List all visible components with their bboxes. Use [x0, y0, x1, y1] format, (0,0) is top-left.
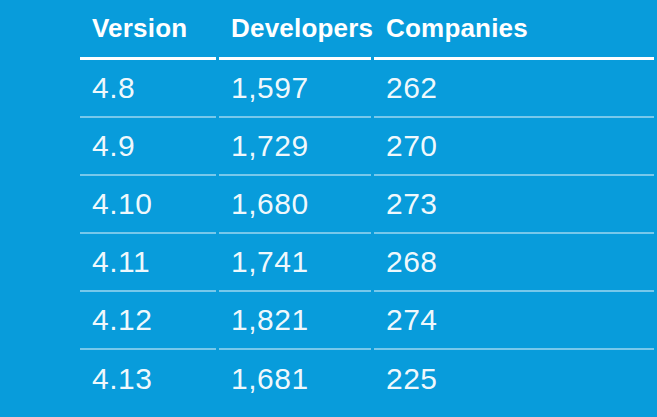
header-row: Version Developers Companies [80, 0, 654, 60]
cell-version: 4.8 [80, 60, 216, 118]
cell-developers: 1,729 [219, 118, 371, 176]
cell-companies: 273 [374, 176, 654, 234]
cell-companies: 262 [374, 60, 654, 118]
cell-companies: 268 [374, 234, 654, 292]
cell-version: 4.13 [80, 350, 216, 408]
table-row: 4.9 1,729 270 [80, 118, 654, 176]
cell-version: 4.12 [80, 292, 216, 350]
slide-background: { "colors": { "background": "#089cdb", "… [0, 0, 657, 417]
version-stats-table: Version Developers Companies 4.8 1,597 2… [77, 0, 657, 408]
table-row: 4.8 1,597 262 [80, 60, 654, 118]
column-header-developers: Developers [219, 0, 371, 60]
cell-developers: 1,681 [219, 350, 371, 408]
table-row: 4.11 1,741 268 [80, 234, 654, 292]
cell-developers: 1,597 [219, 60, 371, 118]
table-row: 4.13 1,681 225 [80, 350, 654, 408]
cell-companies: 270 [374, 118, 654, 176]
cell-version: 4.10 [80, 176, 216, 234]
cell-companies: 274 [374, 292, 654, 350]
table-row: 4.10 1,680 273 [80, 176, 654, 234]
column-header-companies: Companies [374, 0, 654, 60]
cell-companies: 225 [374, 350, 654, 408]
cell-developers: 1,821 [219, 292, 371, 350]
table-row: 4.12 1,821 274 [80, 292, 654, 350]
cell-developers: 1,680 [219, 176, 371, 234]
cell-developers: 1,741 [219, 234, 371, 292]
cell-version: 4.11 [80, 234, 216, 292]
cell-version: 4.9 [80, 118, 216, 176]
table-region: Version Developers Companies 4.8 1,597 2… [77, 0, 657, 417]
column-header-version: Version [80, 0, 216, 60]
